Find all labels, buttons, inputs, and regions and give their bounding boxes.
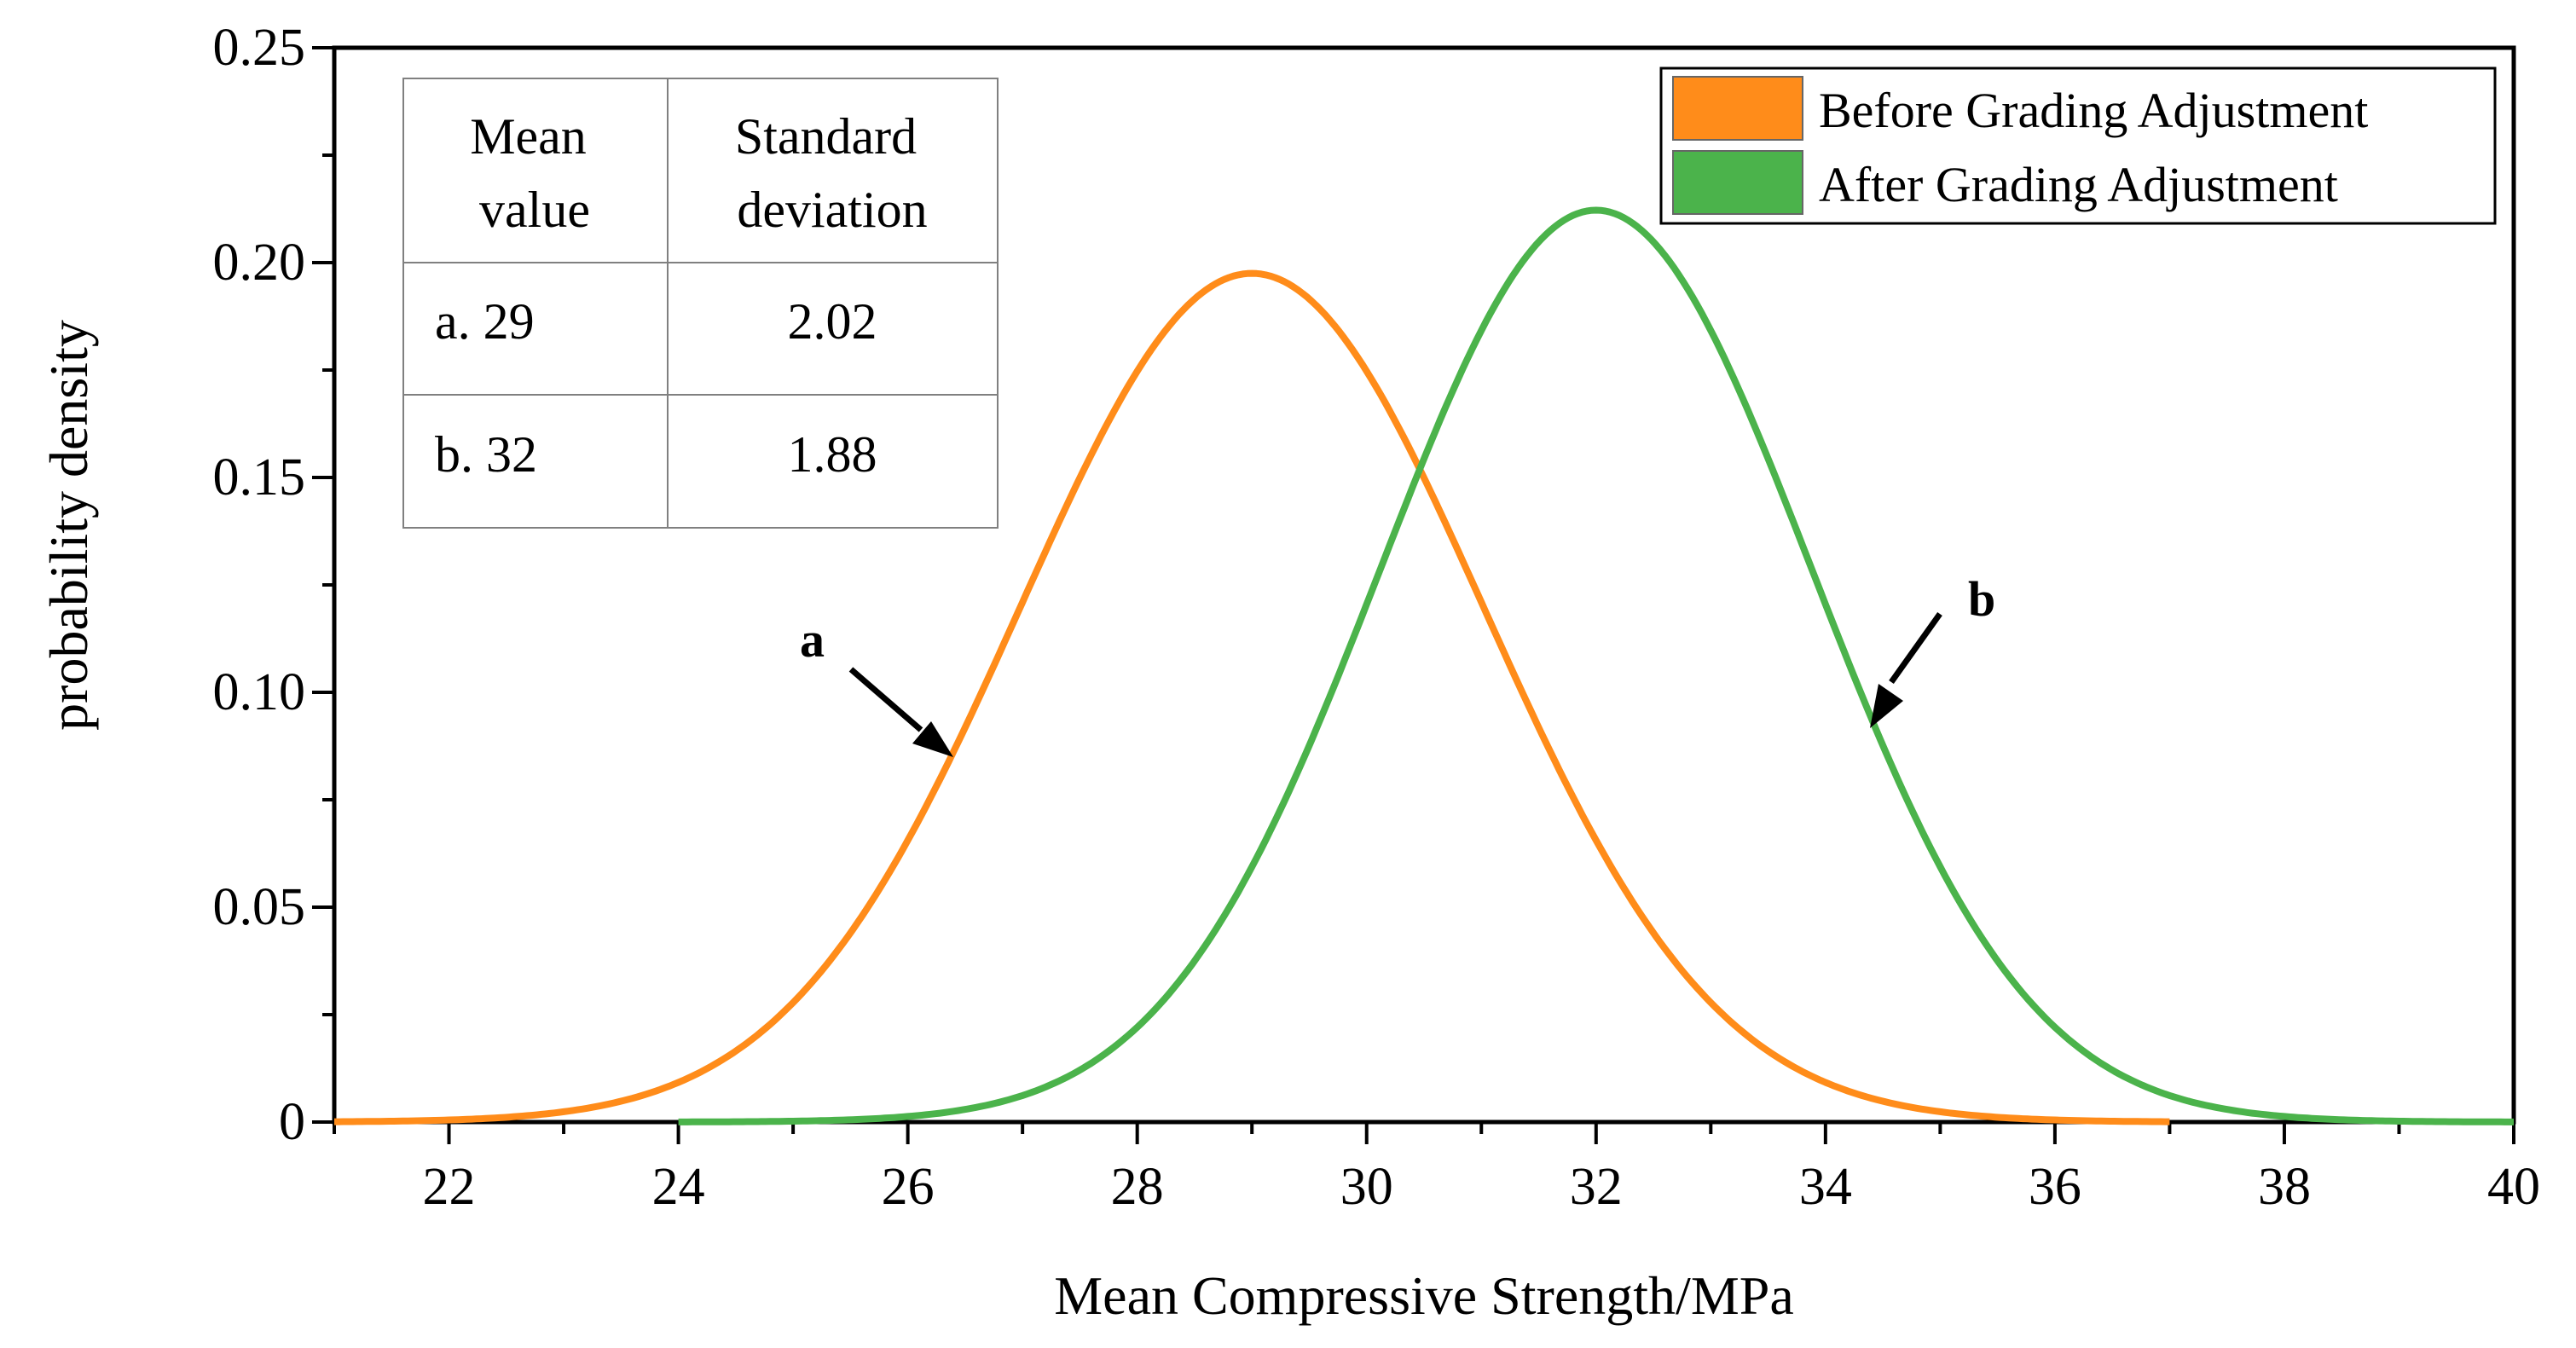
- x-tick-label: 24: [652, 1158, 705, 1216]
- series-lines: [334, 206, 2514, 1125]
- x-tick-label: 26: [882, 1158, 935, 1216]
- annotation-b: b: [1870, 571, 1995, 728]
- annotation-arrow-b: [1889, 611, 1942, 685]
- inset-table-cell: a. 29: [435, 293, 535, 350]
- x-tick-label: 34: [1799, 1158, 1852, 1216]
- legend: Before Grading Adjustment After Grading …: [1659, 67, 2497, 225]
- x-tick-label: 30: [1340, 1158, 1393, 1216]
- annotation-arrowhead-b: [1870, 684, 1903, 728]
- y-tick-label: 0: [279, 1093, 305, 1151]
- annotation-arrowhead-a: [912, 721, 953, 757]
- x-axis-title: Mean Compressive Strength/MPa: [1054, 1265, 1793, 1326]
- y-axis-title: probability density: [38, 320, 99, 731]
- legend-label-before: Before Grading Adjustment: [1819, 83, 2368, 138]
- inset-table-cell: b. 32: [435, 426, 537, 483]
- x-tick-label: 28: [1111, 1158, 1164, 1216]
- y-tick-label: 0.05: [213, 878, 306, 936]
- y-tick-label: 0.10: [213, 663, 306, 721]
- annotation-label-b: b: [1968, 571, 1995, 627]
- annotation-arrow-a: [848, 667, 923, 732]
- series-line-a: [334, 269, 2170, 1125]
- x-tick-label: 40: [2487, 1158, 2540, 1216]
- x-tick-label: 22: [423, 1158, 476, 1216]
- legend-label-after: After Grading Adjustment: [1819, 157, 2338, 212]
- annotation-a: a: [800, 612, 953, 757]
- series-line-b: [678, 206, 2514, 1125]
- x-tick-label: 38: [2258, 1158, 2311, 1216]
- inset-table-header-mean: Mean value: [470, 108, 599, 238]
- inset-table: Mean value Standard deviation a. 29 2.02…: [402, 78, 999, 529]
- x-tick-label: 32: [1570, 1158, 1623, 1216]
- y-tick-label: 0.20: [213, 234, 306, 292]
- y-tick-label: 0.25: [213, 19, 306, 77]
- y-tick-label: 0.15: [213, 448, 306, 506]
- inset-table-border: [402, 78, 999, 529]
- x-tick-label: 36: [2029, 1158, 2081, 1216]
- inset-table-header-std: Standard deviation: [735, 108, 929, 238]
- inset-table-cell: 2.02: [788, 293, 877, 350]
- legend-swatch-after: [1672, 150, 1803, 215]
- annotation-label-a: a: [800, 612, 825, 668]
- x-axis-ticks: 22 24 26 28 30 32 34 36 38 40: [333, 1122, 2540, 1216]
- inset-table-cell: 1.88: [788, 426, 877, 483]
- legend-swatch-before: [1672, 76, 1803, 141]
- y-axis-ticks: 0 0.05 0.10 0.15 0.20 0.25: [213, 19, 334, 1151]
